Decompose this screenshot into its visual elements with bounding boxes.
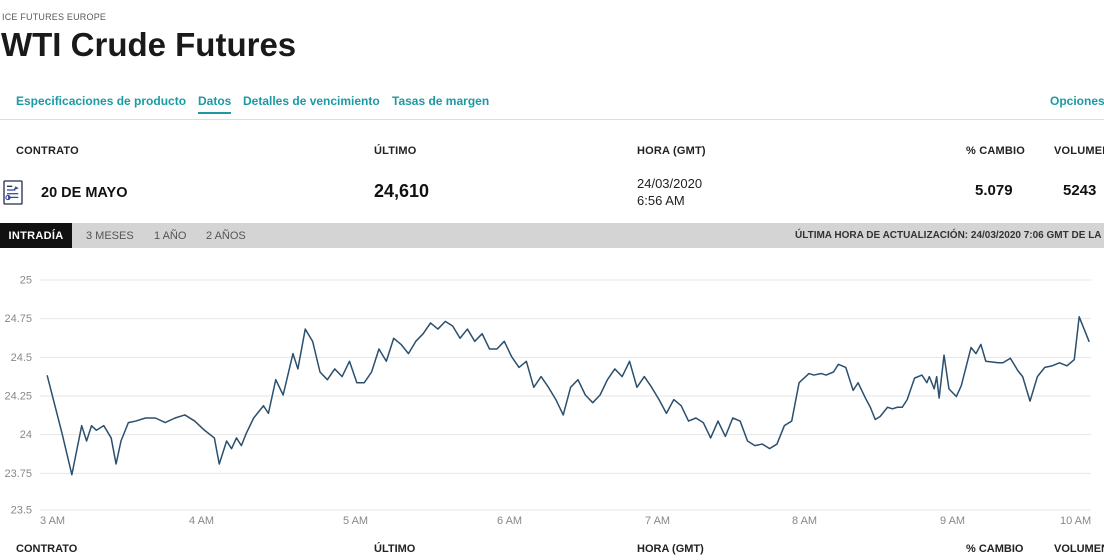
svg-text:23.75: 23.75	[4, 468, 32, 480]
svg-text:24.25: 24.25	[4, 391, 32, 403]
svg-text:5 AM: 5 AM	[343, 515, 368, 527]
svg-text:8 AM: 8 AM	[792, 515, 817, 527]
svg-text:6 AM: 6 AM	[497, 515, 522, 527]
svg-text:9 AM: 9 AM	[940, 515, 965, 527]
svg-text:25: 25	[20, 275, 32, 287]
svg-text:24: 24	[20, 429, 32, 441]
svg-text:7 AM: 7 AM	[645, 515, 670, 527]
svg-text:3 AM: 3 AM	[40, 515, 65, 527]
svg-text:4 AM: 4 AM	[189, 515, 214, 527]
svg-text:23.5: 23.5	[11, 505, 32, 517]
svg-text:24.5: 24.5	[11, 352, 32, 364]
svg-text:10 AM: 10 AM	[1060, 515, 1091, 527]
svg-text:24.75: 24.75	[4, 313, 32, 325]
